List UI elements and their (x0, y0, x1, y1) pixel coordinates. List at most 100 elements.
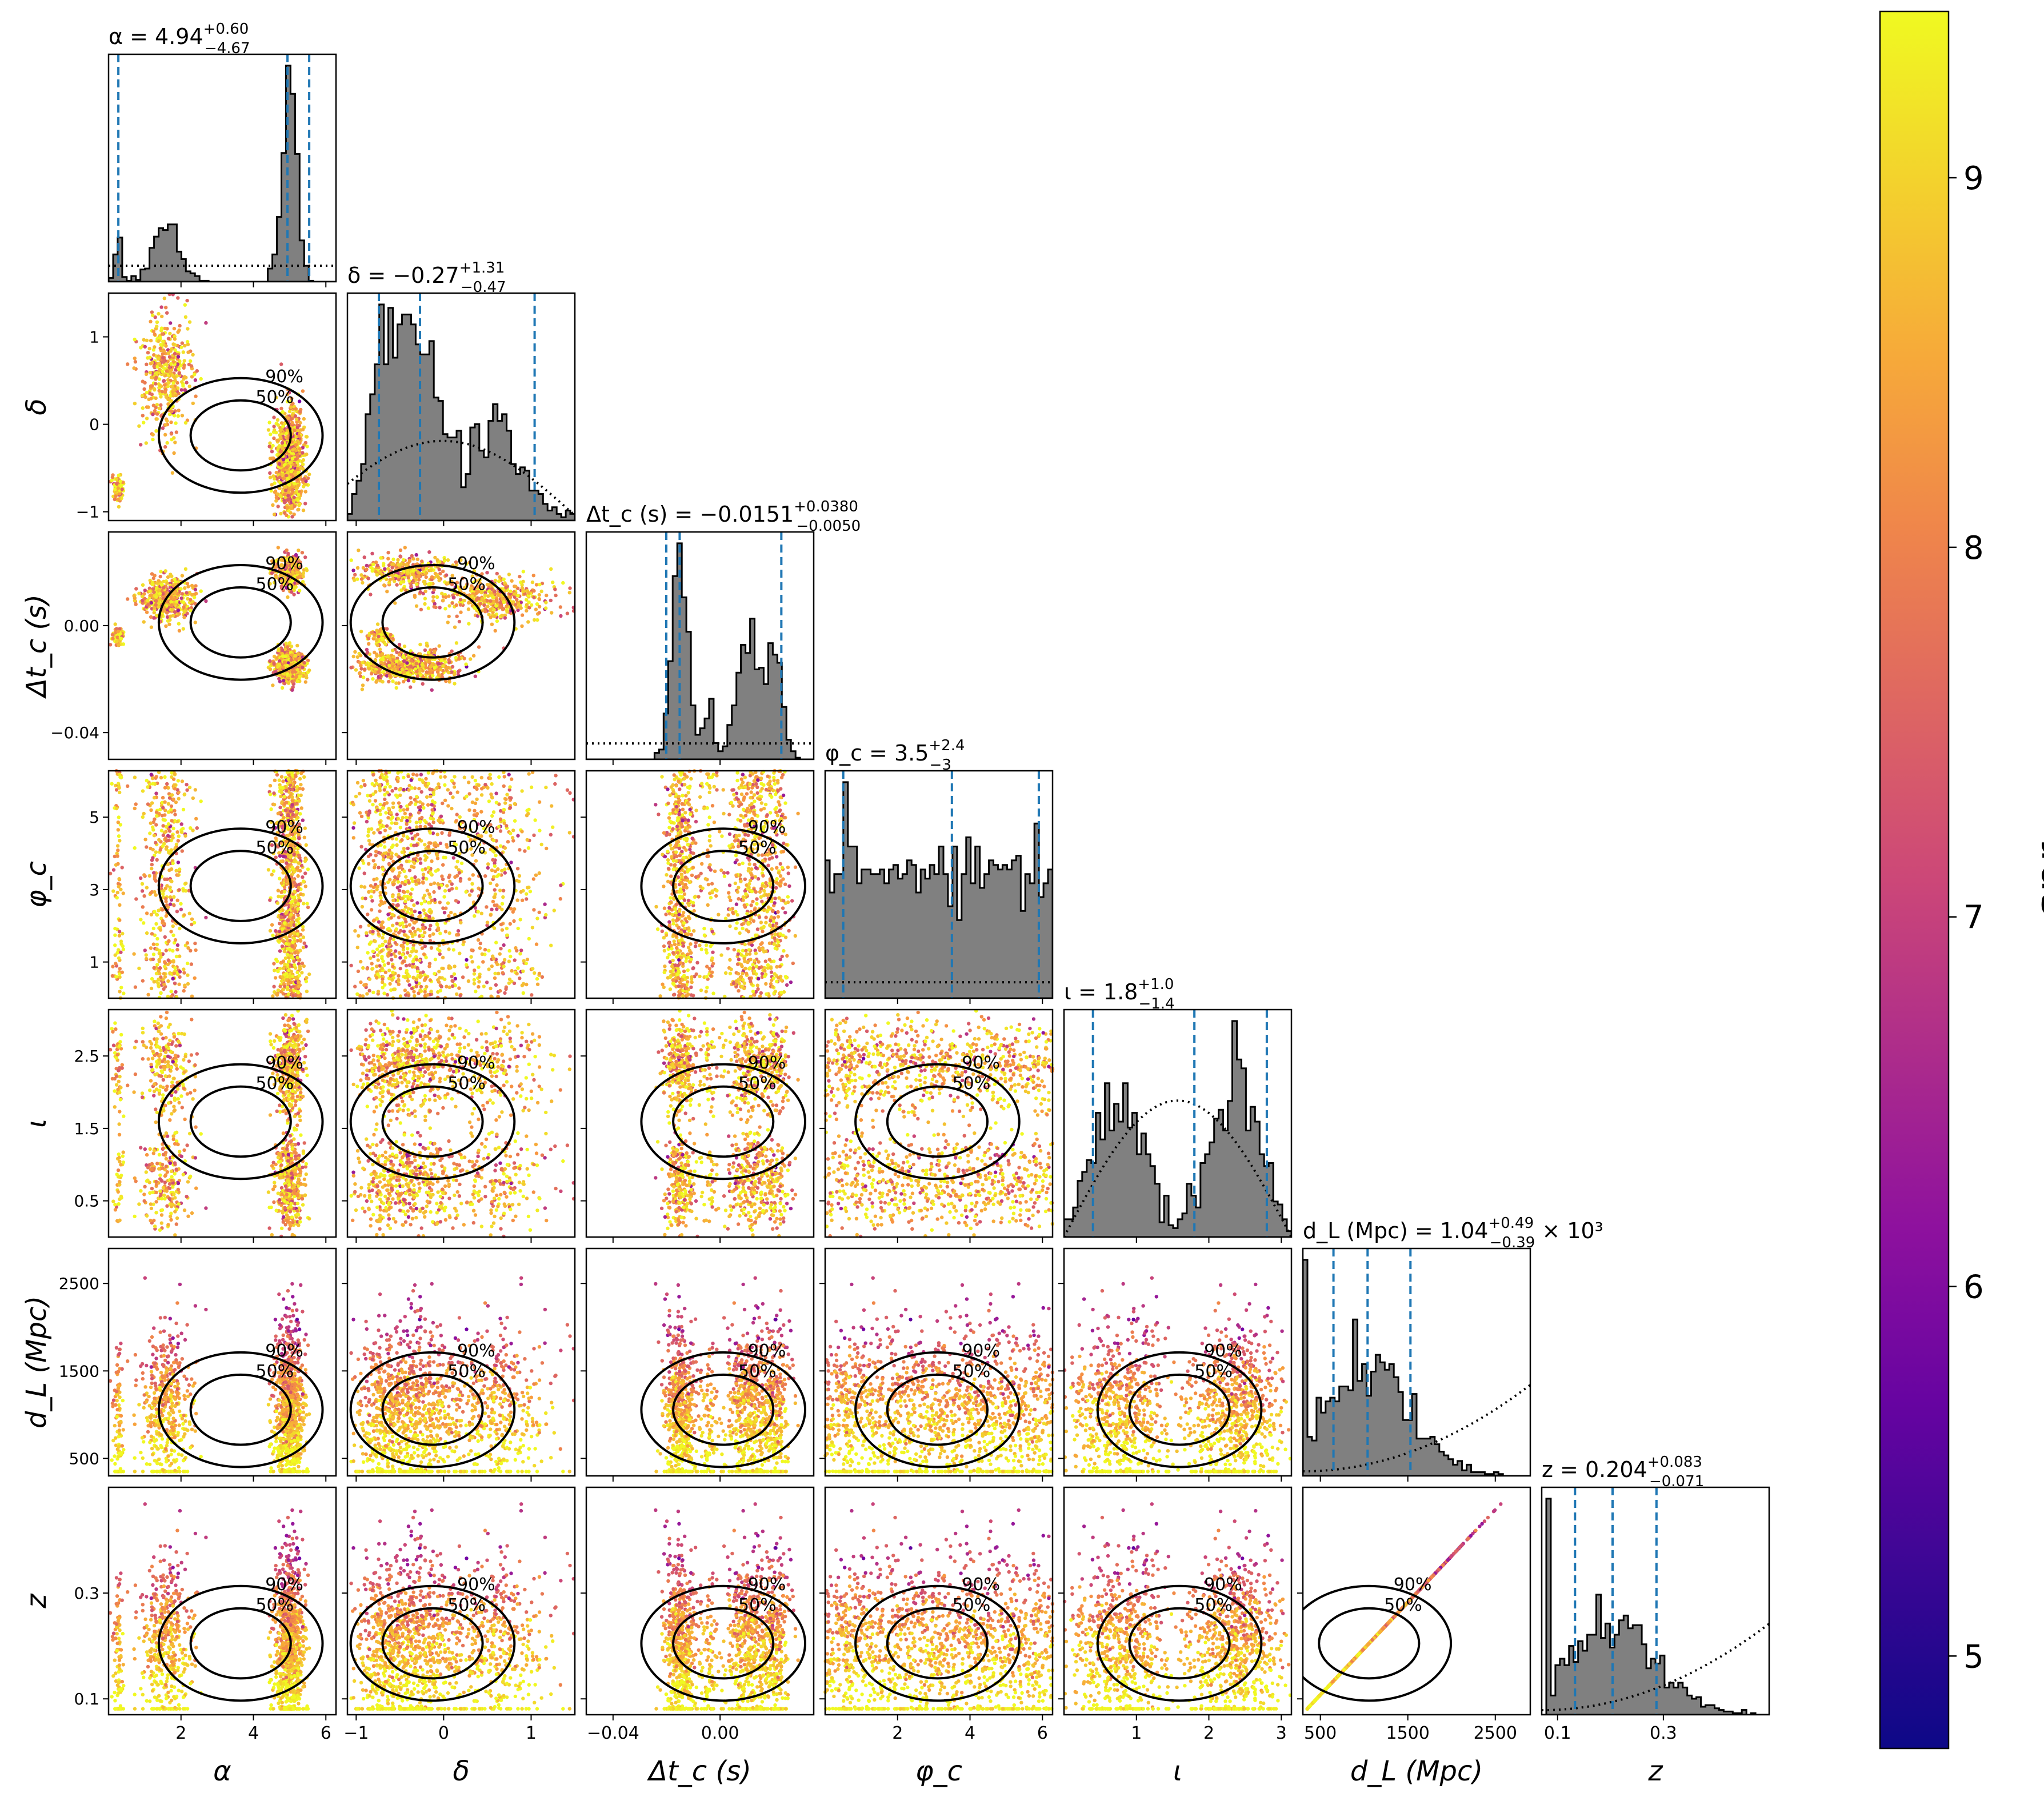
sample-point (180, 822, 183, 826)
sample-point (153, 333, 157, 336)
sample-point (143, 838, 147, 841)
sample-point (287, 483, 291, 486)
sample-point (182, 350, 185, 354)
sample-point (457, 657, 461, 661)
sample-point (149, 362, 153, 365)
panel-delta-delta: δ = −0.27+1.31 −0.47 (347, 259, 575, 526)
sample-point (288, 410, 291, 413)
sample-point (162, 609, 166, 613)
sample-point (179, 902, 182, 906)
sample-point (160, 315, 163, 318)
sample-point (121, 487, 124, 491)
sample-point (158, 407, 161, 410)
sample-point (277, 505, 280, 508)
sample-point (279, 512, 282, 515)
sample-point (287, 992, 290, 996)
sample-point (116, 844, 119, 847)
sample-point (174, 801, 178, 804)
sample-point (177, 367, 181, 371)
sample-point (190, 918, 194, 921)
sample-point (281, 686, 284, 690)
sample-point (154, 595, 158, 599)
panel-alpha-alpha: α = 4.94+0.60 −4.67 (109, 21, 336, 287)
sample-point (361, 683, 365, 687)
sample-point (403, 546, 407, 549)
sample-point (435, 595, 439, 599)
sample-point (482, 603, 486, 607)
sample-point (381, 637, 385, 641)
sample-point (290, 473, 293, 477)
sample-point (118, 479, 122, 483)
sample-point (394, 574, 398, 577)
sample-point (188, 786, 191, 789)
sample-point (271, 444, 274, 447)
sample-point (525, 609, 528, 613)
sample-point (177, 414, 180, 418)
sample-point (173, 379, 177, 382)
sample-point (117, 956, 121, 960)
sample-point (390, 566, 394, 569)
sample-point (398, 653, 401, 657)
sample-point (538, 605, 541, 609)
sample-point (467, 622, 470, 625)
sample-point (402, 558, 405, 562)
y-tick-label-dtc: −0.04 (50, 723, 99, 742)
sample-point (356, 566, 359, 570)
sample-point (175, 910, 179, 913)
sample-point (174, 869, 178, 873)
sample-point (549, 567, 553, 571)
sample-point (155, 581, 159, 585)
sample-point (183, 344, 186, 347)
sample-point (288, 641, 291, 645)
sample-point (171, 827, 175, 830)
sample-point (273, 655, 276, 658)
sample-point (459, 598, 462, 601)
sample-point (272, 415, 275, 419)
sample-point (118, 990, 121, 993)
sample-point (159, 346, 162, 350)
sample-point (281, 477, 285, 480)
sample-point (194, 592, 198, 595)
sample-point (441, 598, 445, 602)
sample-point (152, 927, 155, 930)
sample-point (510, 579, 513, 583)
sample-point (511, 600, 515, 603)
sample-point (118, 967, 122, 970)
sample-point (117, 486, 120, 490)
sample-point (389, 633, 393, 637)
sample-point (297, 484, 300, 487)
sample-point (366, 577, 370, 580)
sample-point (166, 575, 170, 579)
sample-point (281, 665, 285, 669)
sample-point (182, 615, 186, 619)
sample-point (369, 593, 372, 596)
sample-point (295, 679, 299, 683)
sample-point (168, 618, 171, 622)
sample-point (159, 343, 162, 346)
sample-point (416, 558, 419, 561)
sample-point (183, 586, 186, 590)
sample-point (115, 640, 118, 643)
sample-point (532, 574, 535, 577)
sample-point (172, 895, 175, 899)
sample-point (111, 633, 114, 637)
sample-point (281, 649, 284, 652)
sample-point (149, 615, 153, 619)
sample-point (367, 642, 370, 646)
sample-point (297, 434, 301, 438)
sample-point (290, 680, 294, 683)
sample-point (293, 870, 296, 873)
sample-point (178, 867, 181, 871)
sample-point (305, 453, 308, 456)
sample-point (441, 570, 445, 573)
sample-point (286, 494, 290, 497)
sample-point (540, 590, 543, 593)
sample-point (296, 426, 299, 429)
sample-point (182, 605, 186, 609)
sample-point (154, 850, 158, 854)
sample-point (421, 663, 424, 666)
sample-point (275, 439, 279, 442)
sample-point (383, 642, 387, 646)
contour-label: 90% (265, 554, 303, 574)
